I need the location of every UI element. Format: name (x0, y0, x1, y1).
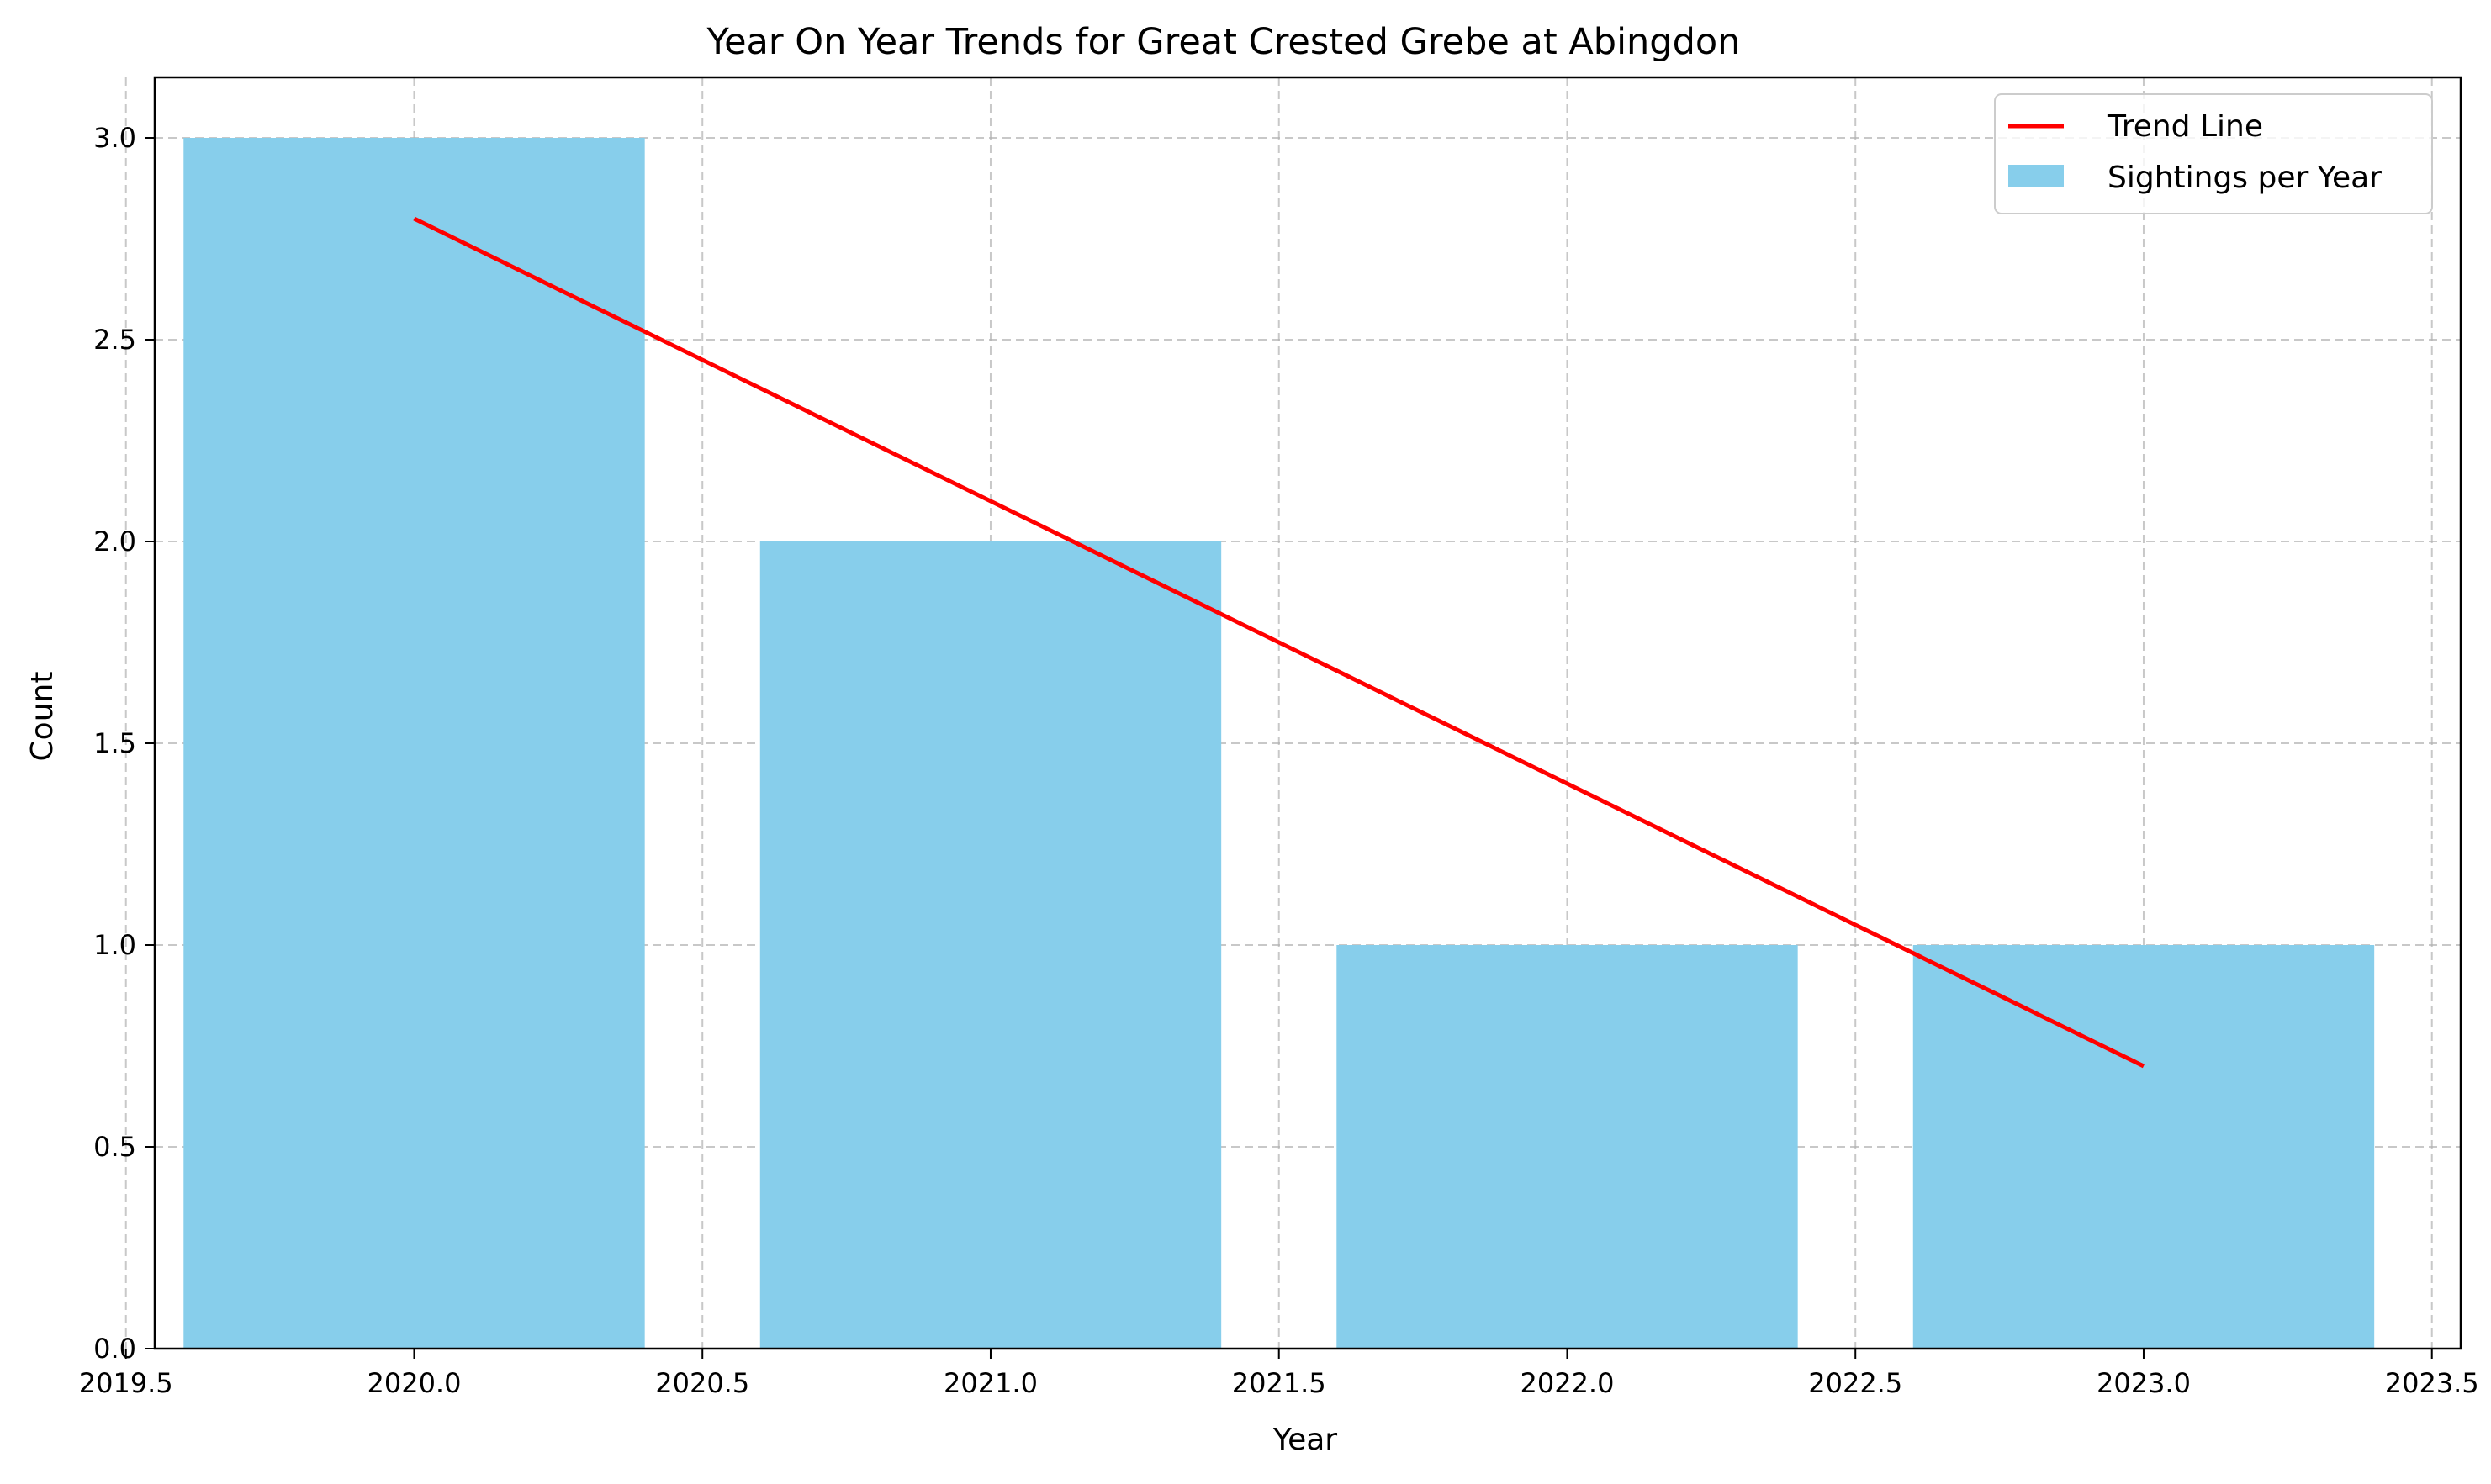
chart-title: Year On Year Trends for Great Crested Gr… (706, 21, 1741, 63)
bar-2020 (183, 138, 645, 1349)
legend-trend-line-label: Trend Line (2107, 109, 2263, 144)
x-tick-label: 2021.0 (944, 1367, 1038, 1399)
x-tick-label: 2023.0 (2097, 1367, 2191, 1399)
legend-sightings-label: Sightings per Year (2108, 161, 2382, 195)
y-tick-label: 1.0 (93, 929, 136, 961)
y-tick-label: 1.5 (93, 727, 136, 759)
trend-line-group (413, 216, 2145, 1069)
y-tick-label: 0.5 (93, 1131, 136, 1163)
x-tick-label: 2019.5 (79, 1367, 173, 1399)
trend-line (413, 216, 2145, 1069)
x-tick-label: 2020.0 (367, 1367, 461, 1399)
x-tick-label: 2021.5 (1232, 1367, 1326, 1399)
plot-frame (153, 76, 2462, 1350)
bars (183, 138, 2375, 1349)
x-axis-ticks: 2019.5 2020.0 2020.5 2021.0 2021.5 2022.0 2022… (79, 1349, 2479, 1399)
x-tick-label: 2022.5 (1808, 1367, 1902, 1399)
y-tick-label: 3.0 (93, 122, 136, 154)
y-tick-label: 2.0 (93, 525, 136, 557)
y-tick-label: 2.5 (93, 324, 136, 356)
y-axis-title: Count (25, 672, 60, 762)
y-tick-label: 0.0 (93, 1333, 136, 1365)
x-tick-label: 2022.0 (1520, 1367, 1614, 1399)
x-tick-label: 2023.5 (2385, 1367, 2479, 1399)
legend-sightings-swatch (2008, 165, 2064, 187)
legend: Trend Line Sightings per Year (1994, 93, 2433, 214)
legend-box (1994, 93, 2433, 214)
x-tick-label: 2020.5 (655, 1367, 749, 1399)
y-axis-ticks: 0.0 0.5 1.0 1.5 2.0 2.5 3.0 (93, 122, 155, 1365)
bar-2022 (1336, 945, 1798, 1349)
x-axis-title: Year (1272, 1423, 1337, 1457)
bar-2023 (1912, 945, 2375, 1349)
bar-2021 (759, 541, 1222, 1349)
